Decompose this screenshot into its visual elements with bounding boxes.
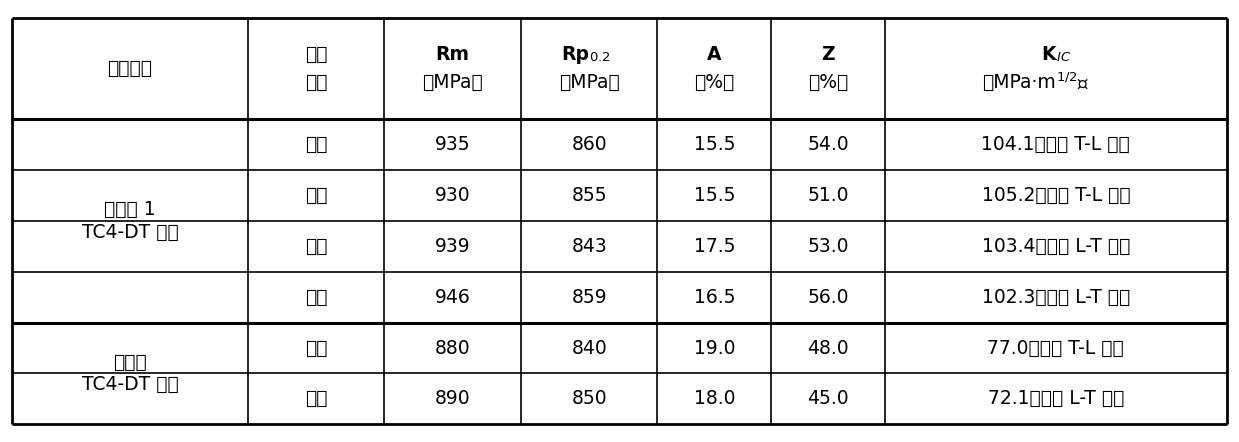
Text: 实施例 1: 实施例 1 — [104, 200, 156, 219]
Text: 935: 935 — [435, 135, 471, 154]
Text: 横向: 横向 — [305, 186, 327, 205]
Text: 48.0: 48.0 — [808, 339, 849, 358]
Text: 72.1（缺口 L-T 向）: 72.1（缺口 L-T 向） — [987, 389, 1124, 408]
Text: 16.5: 16.5 — [694, 288, 735, 307]
Text: 850: 850 — [571, 389, 607, 408]
Text: $_{0.2}$: $_{0.2}$ — [589, 45, 611, 64]
Text: 45.0: 45.0 — [808, 389, 849, 408]
Text: 860: 860 — [571, 135, 607, 154]
Text: $_{IC}$: $_{IC}$ — [1056, 45, 1070, 64]
Text: 103.4（缺口 L-T 向）: 103.4（缺口 L-T 向） — [981, 237, 1130, 256]
Text: 取样: 取样 — [305, 45, 327, 64]
Text: （%）: （%） — [694, 73, 735, 92]
Text: 纵向: 纵向 — [305, 389, 327, 408]
Text: 890: 890 — [435, 389, 471, 408]
Text: TC4-DT 板材: TC4-DT 板材 — [82, 223, 178, 242]
Text: 纵向: 纵向 — [305, 288, 327, 307]
Text: 15.5: 15.5 — [694, 135, 735, 154]
Text: 930: 930 — [435, 186, 471, 205]
Text: （MPa）: （MPa） — [559, 73, 620, 92]
Text: K: K — [1041, 45, 1056, 64]
Text: Rp: Rp — [561, 45, 589, 64]
Text: A: A — [707, 45, 721, 64]
Text: 54.0: 54.0 — [808, 135, 849, 154]
Text: 53.0: 53.0 — [808, 237, 849, 256]
Text: 77.0（缺口 T-L 向）: 77.0（缺口 T-L 向） — [987, 339, 1124, 358]
Text: 横向: 横向 — [305, 339, 327, 358]
Text: 横向: 横向 — [305, 135, 327, 154]
Text: 51.0: 51.0 — [808, 186, 849, 205]
Text: 843: 843 — [571, 237, 607, 256]
Text: 859: 859 — [571, 288, 607, 307]
Text: 104.1（缺口 T-L 向）: 104.1（缺口 T-L 向） — [981, 135, 1130, 154]
Text: 939: 939 — [435, 237, 471, 256]
Text: 105.2（缺口 T-L 向）: 105.2（缺口 T-L 向） — [981, 186, 1130, 205]
Text: TC4-DT 板材: TC4-DT 板材 — [82, 375, 178, 394]
Text: 840: 840 — [571, 339, 607, 358]
Text: 锻造工艺: 锻造工艺 — [108, 59, 152, 78]
Text: （MPa·m: （MPa·m — [983, 73, 1056, 92]
Text: Z: Z — [821, 45, 835, 64]
Text: 855: 855 — [571, 186, 607, 205]
Text: 946: 946 — [435, 288, 471, 307]
Text: 17.5: 17.5 — [694, 237, 735, 256]
Text: 56.0: 56.0 — [808, 288, 849, 307]
Text: 方向: 方向 — [305, 73, 327, 92]
Text: 15.5: 15.5 — [694, 186, 735, 205]
Text: $^{1/2}$）: $^{1/2}$） — [1056, 72, 1089, 93]
Text: （MPa）: （MPa） — [422, 73, 483, 92]
Text: 880: 880 — [435, 339, 471, 358]
Text: 18.0: 18.0 — [694, 389, 735, 408]
Text: 纵向: 纵向 — [305, 237, 327, 256]
Text: 19.0: 19.0 — [694, 339, 735, 358]
Text: Rm: Rm — [436, 45, 470, 64]
Text: 现有的: 现有的 — [113, 353, 147, 372]
Text: （%）: （%） — [808, 73, 849, 92]
Text: 102.3（缺口 L-T 向）: 102.3（缺口 L-T 向） — [981, 288, 1130, 307]
